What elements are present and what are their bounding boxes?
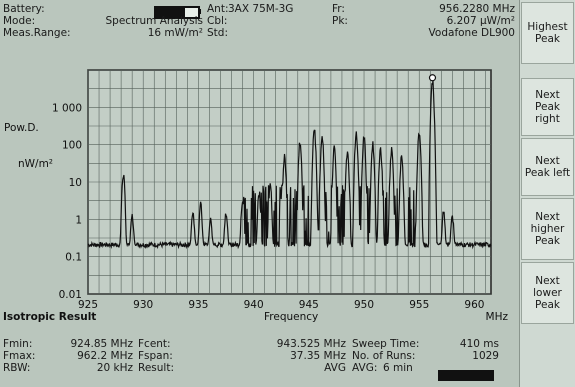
x-tick-label: 940 (244, 299, 264, 311)
rbw-value: 20 kHz (96, 362, 133, 374)
range-label: Meas.Range: (3, 27, 71, 39)
next-peak-left-button[interactable]: Next Peak left (521, 138, 574, 196)
fcent-label: Fcent: (138, 338, 171, 350)
softkey-panel: Highest Peak Next Peak right Next Peak l… (519, 0, 575, 387)
next-higher-peak-button[interactable]: Next higher Peak (521, 198, 574, 260)
fr-value: 956.2280 MHz (439, 3, 515, 15)
mode-value: Spectrum Analysis (105, 15, 203, 27)
y-axis-label: Pow.D. (4, 122, 39, 134)
fcent-value: 943.525 MHz (276, 338, 346, 350)
result-value: AVG (324, 362, 346, 374)
chart-labels: 1 000 100 10 1 0.1 0.01 Pow.D. nW/m² 925 930 935 94… (3, 102, 508, 323)
x-axis-unit: MHz (486, 311, 509, 323)
x-tick-label: 930 (133, 299, 153, 311)
fmin-value: 924.85 MHz (70, 338, 133, 350)
runs-label: No. of Runs: (352, 350, 416, 362)
spectrum-trace (87, 74, 492, 250)
result-label: Result: (138, 362, 174, 374)
battery-fill (156, 8, 186, 17)
avg-value: 6 min (383, 362, 413, 374)
ant-value: 3AX 75M-3G (228, 3, 294, 15)
fspan-value: 37.35 MHz (290, 350, 346, 362)
fspan-label: Fspan: (138, 350, 173, 362)
peak-marker (428, 74, 437, 82)
next-lower-peak-button[interactable]: Next lower Peak (521, 262, 574, 324)
x-tick-label: 955 (409, 299, 429, 311)
battery-label: Battery: (3, 3, 45, 15)
x-tick-label: 945 (299, 299, 319, 311)
y-tick-label: 1 (75, 214, 82, 226)
y-tick-label: 100 (62, 140, 82, 152)
std-label: Std: (207, 27, 228, 39)
operator-value: Vodafone DL900 (428, 27, 515, 39)
result-type-label: Isotropic Result (3, 311, 96, 323)
chart-grid (87, 69, 492, 295)
pk-label: Pk: (332, 15, 348, 27)
y-tick-label: 0.01 (59, 289, 82, 301)
trace-line (87, 80, 492, 250)
sweep-value: 410 ms (459, 338, 499, 350)
y-tick-label: 1 000 (52, 102, 82, 114)
x-axis-label: Frequency (264, 311, 318, 323)
ant-label: Ant: (207, 3, 229, 15)
highest-peak-button[interactable]: Highest Peak (521, 2, 574, 64)
fmax-value: 962.2 MHz (77, 350, 133, 362)
cbl-label: Cbl: (207, 15, 228, 27)
y-tick-label: 0.1 (65, 252, 82, 264)
rbw-label: RBW: (3, 362, 31, 374)
x-tick-label: 935 (188, 299, 208, 311)
mode-label: Mode: (3, 15, 36, 27)
avg-label: AVG: (352, 362, 378, 374)
pk-value: 6.207 µW/m² (446, 15, 515, 27)
avg-progress-bar (438, 370, 494, 381)
next-peak-right-button[interactable]: Next Peak right (521, 78, 574, 136)
spectrum-chart: 1 000 100 10 1 0.1 0.01 Pow.D. nW/m² 925 930 935 94… (3, 69, 508, 323)
battery-tip-icon (198, 9, 201, 14)
sweep-label: Sweep Time: (352, 338, 420, 350)
x-tick-label: 925 (78, 299, 98, 311)
y-tick-label: 10 (69, 177, 82, 189)
y-axis-unit: nW/m² (18, 158, 53, 170)
fr-label: Fr: (332, 3, 345, 15)
x-tick-label: 960 (464, 299, 484, 311)
x-tick-label: 950 (354, 299, 374, 311)
range-value: 16 mW/m² (147, 27, 203, 39)
fmin-label: Fmin: (3, 338, 33, 350)
runs-value: 1029 (472, 350, 499, 362)
fmax-label: Fmax: (3, 350, 36, 362)
